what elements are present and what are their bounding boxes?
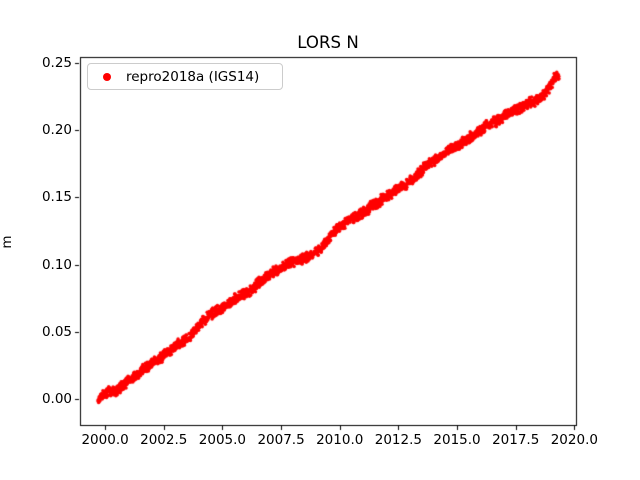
x-tick-label: 2005.0 <box>198 432 247 448</box>
legend-series-label: repro2018a (IGS14) <box>126 68 260 85</box>
y-tick-label: 0.10 <box>41 256 72 273</box>
y-tick-label: 0.00 <box>41 391 72 408</box>
y-tick-label: 0.05 <box>41 323 72 340</box>
legend-dot-marker-icon <box>103 72 111 81</box>
x-tick-label: 2017.5 <box>492 432 540 448</box>
y-tick-label: 0.20 <box>41 122 72 139</box>
chart-title: LORS N <box>297 33 359 52</box>
x-tick-label: 2020.0 <box>550 432 598 448</box>
legend-box: repro2018a (IGS14) <box>87 63 283 90</box>
x-tick-label: 2007.5 <box>257 432 305 448</box>
y-axis-label: m <box>0 235 15 249</box>
x-tick-label: 2012.5 <box>374 432 422 448</box>
x-tick-label: 2010.0 <box>316 432 364 448</box>
x-tick-label: 2015.0 <box>433 432 481 448</box>
y-tick-label: 0.25 <box>41 54 72 71</box>
y-tick-label: 0.15 <box>41 189 72 206</box>
x-tick-label: 2000.0 <box>81 432 129 448</box>
x-tick-label: 2002.5 <box>140 432 188 448</box>
